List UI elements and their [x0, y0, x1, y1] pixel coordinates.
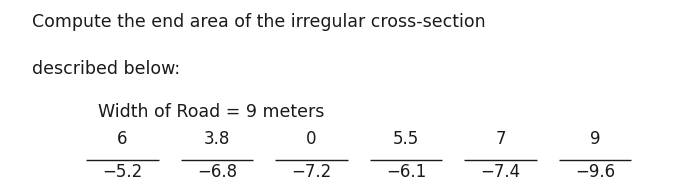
Text: −5.2: −5.2 — [102, 163, 143, 181]
Text: 6: 6 — [117, 130, 127, 148]
Text: −7.4: −7.4 — [480, 163, 521, 181]
Text: Width of Road = 9 meters: Width of Road = 9 meters — [98, 103, 324, 121]
Text: −9.6: −9.6 — [575, 163, 615, 181]
Text: −6.8: −6.8 — [197, 163, 237, 181]
Text: Compute the end area of the irregular cross-section: Compute the end area of the irregular cr… — [32, 13, 485, 31]
Text: 7: 7 — [496, 130, 505, 148]
Text: 3.8: 3.8 — [204, 130, 230, 148]
Text: 9: 9 — [590, 130, 601, 148]
Text: 5.5: 5.5 — [393, 130, 419, 148]
Text: 0: 0 — [307, 130, 316, 148]
Text: −6.1: −6.1 — [386, 163, 426, 181]
Text: described below:: described below: — [32, 60, 180, 78]
Text: −7.2: −7.2 — [291, 163, 332, 181]
